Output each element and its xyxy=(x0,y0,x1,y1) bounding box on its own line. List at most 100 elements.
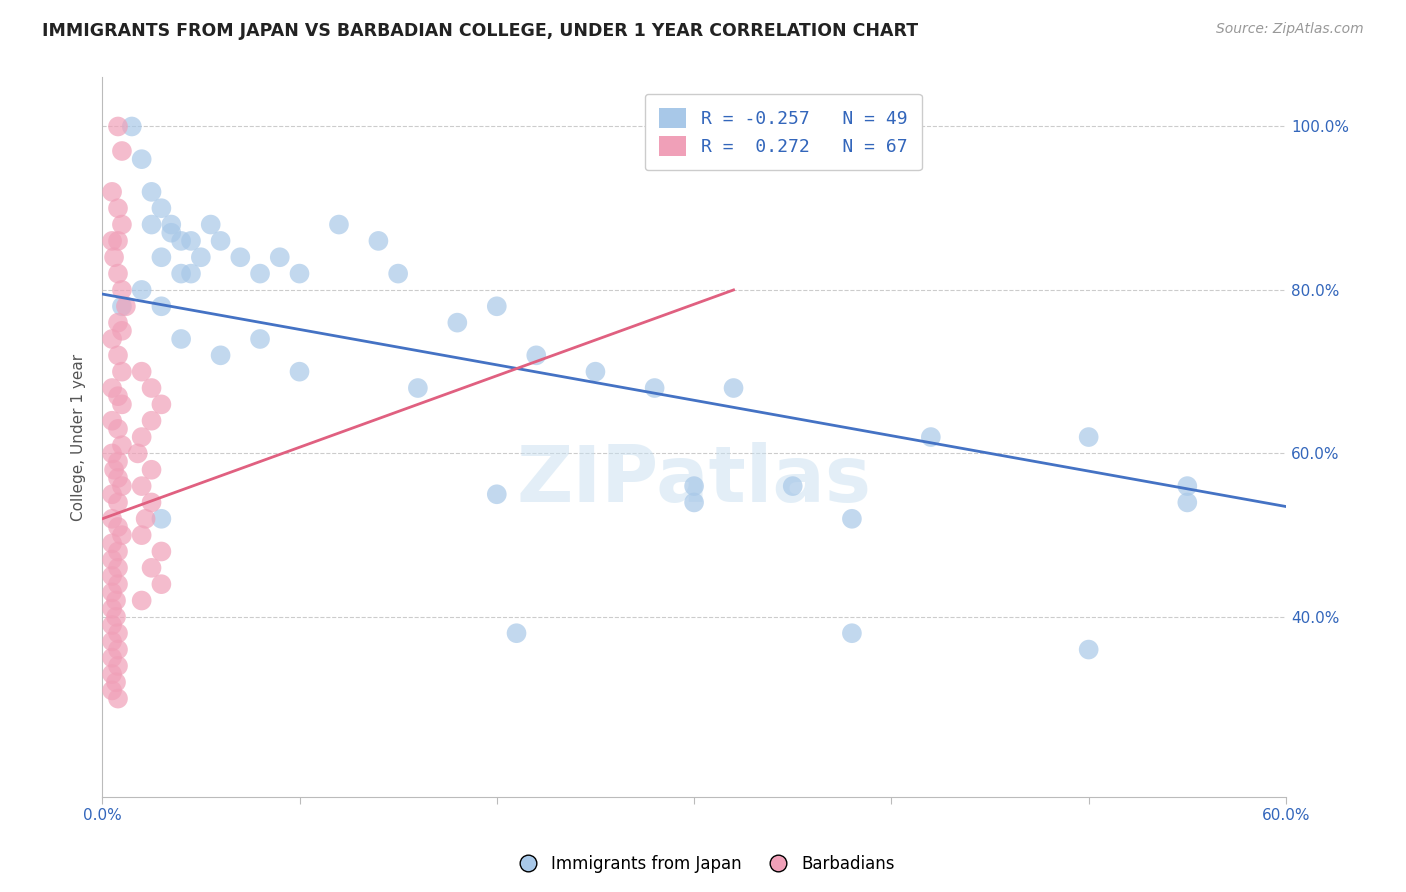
Point xyxy=(105,610,128,624)
Point xyxy=(101,683,124,698)
Point xyxy=(101,185,124,199)
Point xyxy=(127,446,149,460)
Point xyxy=(131,593,153,607)
Point xyxy=(583,365,606,379)
Point xyxy=(131,152,153,166)
Point xyxy=(141,561,163,575)
Point xyxy=(209,348,232,362)
Point xyxy=(180,234,202,248)
Point xyxy=(107,267,129,281)
Point xyxy=(328,218,350,232)
Point xyxy=(170,234,193,248)
Point xyxy=(229,250,252,264)
Point xyxy=(111,144,134,158)
Point xyxy=(180,267,202,281)
Point xyxy=(141,463,163,477)
Point xyxy=(131,283,153,297)
Point xyxy=(920,430,942,444)
Point xyxy=(111,438,134,452)
Point xyxy=(101,650,124,665)
Point xyxy=(101,234,124,248)
Point xyxy=(723,381,745,395)
Point xyxy=(101,552,124,566)
Point xyxy=(101,487,124,501)
Point xyxy=(131,528,153,542)
Point xyxy=(387,267,409,281)
Text: ZIPatlas: ZIPatlas xyxy=(516,442,872,518)
Point xyxy=(131,430,153,444)
Point xyxy=(105,593,128,607)
Point xyxy=(683,495,706,509)
Point xyxy=(141,185,163,199)
Point xyxy=(131,365,153,379)
Point xyxy=(406,381,429,395)
Point xyxy=(121,120,143,134)
Point xyxy=(111,218,134,232)
Point xyxy=(141,218,163,232)
Point xyxy=(107,520,129,534)
Point xyxy=(524,348,547,362)
Point xyxy=(683,479,706,493)
Point xyxy=(107,659,129,673)
Point xyxy=(141,381,163,395)
Point xyxy=(367,234,389,248)
Point xyxy=(150,512,173,526)
Point xyxy=(150,250,173,264)
Point xyxy=(141,495,163,509)
Legend: Immigrants from Japan, Barbadians: Immigrants from Japan, Barbadians xyxy=(505,848,901,880)
Point xyxy=(170,332,193,346)
Point xyxy=(111,365,134,379)
Legend: R = -0.257   N = 49, R =  0.272   N = 67: R = -0.257 N = 49, R = 0.272 N = 67 xyxy=(645,94,922,170)
Point xyxy=(1175,495,1198,509)
Point xyxy=(107,495,129,509)
Point xyxy=(150,577,173,591)
Point xyxy=(446,316,468,330)
Point xyxy=(107,348,129,362)
Point xyxy=(101,569,124,583)
Point xyxy=(107,422,129,436)
Point xyxy=(505,626,527,640)
Point xyxy=(209,234,232,248)
Point xyxy=(111,479,134,493)
Point xyxy=(111,397,134,411)
Y-axis label: College, Under 1 year: College, Under 1 year xyxy=(72,353,86,521)
Point xyxy=(107,561,129,575)
Point xyxy=(115,299,138,313)
Point xyxy=(131,479,153,493)
Point xyxy=(107,389,129,403)
Point xyxy=(101,585,124,599)
Point xyxy=(101,414,124,428)
Point xyxy=(288,267,311,281)
Point xyxy=(160,226,183,240)
Point xyxy=(160,218,183,232)
Point xyxy=(249,332,271,346)
Point xyxy=(107,120,129,134)
Point xyxy=(101,446,124,460)
Point xyxy=(1175,479,1198,493)
Point xyxy=(103,463,125,477)
Point xyxy=(101,601,124,615)
Point xyxy=(107,544,129,558)
Point xyxy=(103,250,125,264)
Point xyxy=(485,299,508,313)
Point xyxy=(150,299,173,313)
Point xyxy=(111,528,134,542)
Point xyxy=(107,626,129,640)
Point xyxy=(150,544,173,558)
Point xyxy=(107,642,129,657)
Point xyxy=(485,487,508,501)
Point xyxy=(101,667,124,681)
Point xyxy=(150,201,173,215)
Point xyxy=(107,316,129,330)
Point xyxy=(101,536,124,550)
Point xyxy=(249,267,271,281)
Point xyxy=(841,512,863,526)
Point xyxy=(150,397,173,411)
Point xyxy=(111,299,134,313)
Point xyxy=(288,365,311,379)
Point xyxy=(101,332,124,346)
Point xyxy=(841,626,863,640)
Point xyxy=(141,414,163,428)
Point xyxy=(101,381,124,395)
Point xyxy=(170,267,193,281)
